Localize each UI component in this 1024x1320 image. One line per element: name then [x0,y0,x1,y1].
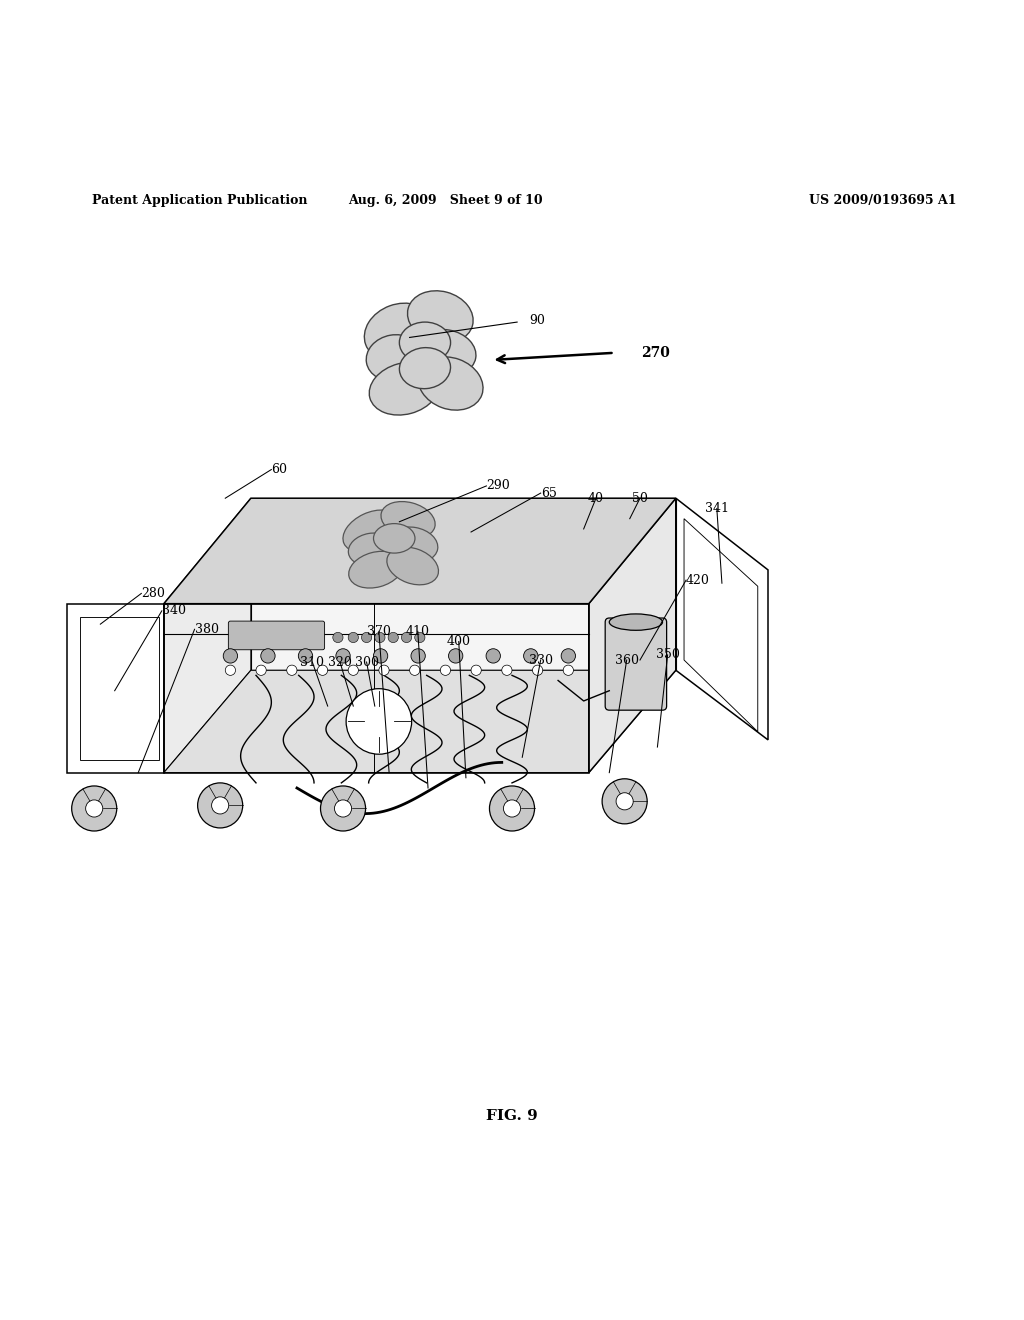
Text: 310: 310 [300,656,325,668]
Circle shape [317,665,328,676]
Text: 350: 350 [655,648,680,661]
Polygon shape [164,671,676,772]
Ellipse shape [370,362,439,414]
Text: 380: 380 [195,623,218,636]
Ellipse shape [387,527,438,562]
FancyBboxPatch shape [605,618,667,710]
Ellipse shape [381,502,435,539]
Text: 280: 280 [141,587,165,599]
Circle shape [561,648,575,663]
Circle shape [375,632,385,643]
Circle shape [86,800,102,817]
Text: 65: 65 [541,487,557,499]
Text: Patent Application Publication: Patent Application Publication [92,194,307,207]
Ellipse shape [349,552,402,587]
Text: 341: 341 [705,502,729,515]
FancyBboxPatch shape [228,622,325,649]
Text: 370: 370 [367,624,391,638]
Text: 330: 330 [528,653,553,667]
Circle shape [563,665,573,676]
Circle shape [411,648,425,663]
Text: 340: 340 [162,605,185,618]
Text: 40: 40 [588,492,604,504]
Circle shape [348,665,358,676]
Text: 400: 400 [446,635,471,648]
Circle shape [287,665,297,676]
Circle shape [388,632,398,643]
Circle shape [486,648,501,663]
Circle shape [502,665,512,676]
Text: 320: 320 [328,656,352,668]
Ellipse shape [343,510,399,552]
Circle shape [523,648,538,663]
Circle shape [379,665,389,676]
Circle shape [256,665,266,676]
Circle shape [225,665,236,676]
Circle shape [504,800,520,817]
Text: US 2009/0193695 A1: US 2009/0193695 A1 [809,194,956,207]
Text: 290: 290 [486,479,510,492]
Circle shape [361,632,372,643]
Text: 50: 50 [632,492,648,504]
Circle shape [223,648,238,663]
Text: 300: 300 [354,656,379,668]
Polygon shape [164,498,251,772]
Text: 410: 410 [406,624,430,638]
Circle shape [261,648,275,663]
Ellipse shape [348,533,394,566]
Text: FIG. 9: FIG. 9 [486,1109,538,1123]
Ellipse shape [399,347,451,388]
Circle shape [449,648,463,663]
Circle shape [374,648,388,663]
Text: Aug. 6, 2009   Sheet 9 of 10: Aug. 6, 2009 Sheet 9 of 10 [348,194,543,207]
Circle shape [212,797,228,814]
Circle shape [401,632,412,643]
Circle shape [335,800,351,817]
Circle shape [348,632,358,643]
Text: 420: 420 [686,574,710,586]
Circle shape [440,665,451,676]
Circle shape [532,665,543,676]
Ellipse shape [374,524,415,553]
Circle shape [616,793,633,810]
Circle shape [198,783,243,828]
Circle shape [471,665,481,676]
Ellipse shape [387,548,438,585]
Ellipse shape [418,356,483,411]
Circle shape [336,648,350,663]
Circle shape [415,632,425,643]
Ellipse shape [408,290,473,343]
Circle shape [333,632,343,643]
Circle shape [602,779,647,824]
Text: 60: 60 [271,463,288,477]
Circle shape [72,785,117,832]
Ellipse shape [367,335,422,381]
Circle shape [410,665,420,676]
Polygon shape [164,498,676,603]
Circle shape [489,785,535,832]
Circle shape [346,689,412,754]
Ellipse shape [399,322,451,363]
Text: 270: 270 [641,346,670,360]
Ellipse shape [609,614,663,631]
Ellipse shape [415,330,476,376]
Polygon shape [251,498,676,671]
Text: 360: 360 [614,653,639,667]
Text: 90: 90 [529,314,546,326]
Polygon shape [589,498,676,772]
Ellipse shape [365,304,434,362]
Circle shape [321,785,366,832]
Circle shape [298,648,312,663]
